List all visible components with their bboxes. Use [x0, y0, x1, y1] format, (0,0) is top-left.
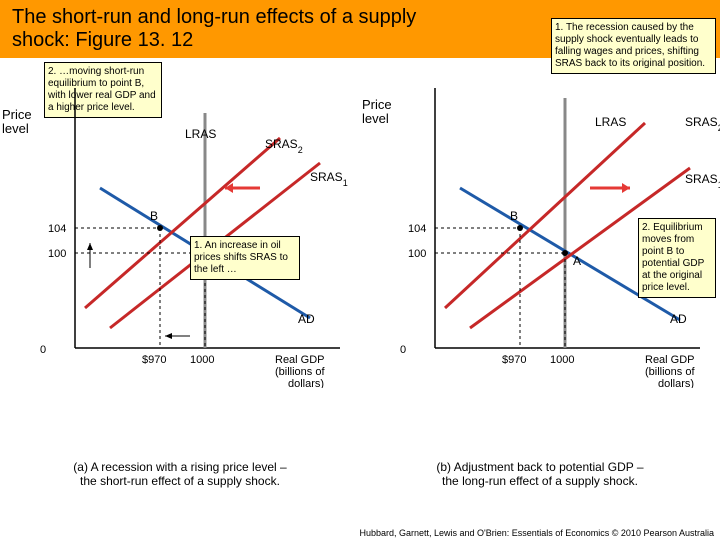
svg-text:1000: 1000	[550, 354, 574, 366]
svg-text:104: 104	[48, 223, 66, 235]
left-point-b: B	[150, 209, 158, 223]
right-caption: (b) Adjustment back to potential GDP – t…	[380, 460, 700, 488]
svg-text:LRAS: LRAS	[185, 127, 216, 141]
svg-text:1000: 1000	[190, 354, 214, 366]
svg-text:0: 0	[40, 344, 46, 356]
svg-text:SRAS2: SRAS2	[265, 137, 303, 155]
svg-text:SRAS1: SRAS1	[685, 172, 720, 190]
svg-text:SRAS2: SRAS2	[685, 115, 720, 133]
svg-text:A: A	[573, 254, 581, 268]
svg-text:AD: AD	[670, 312, 687, 326]
svg-text:$970: $970	[502, 354, 526, 366]
svg-text:Real GDP: Real GDP	[645, 354, 695, 366]
svg-text:AD: AD	[298, 312, 315, 326]
svg-text:100: 100	[408, 248, 426, 260]
left-caption: (a) A recession with a rising price leve…	[20, 460, 340, 488]
svg-text:0: 0	[400, 344, 406, 356]
left-chart: A B 104 100 $970 1000 0 LRAS SRAS2 SRAS1…	[30, 58, 360, 388]
svg-text:SRAS1: SRAS1	[310, 170, 348, 188]
left-note-2: 1. An increase in oil prices shifts SRAS…	[190, 236, 300, 280]
svg-text:dollars): dollars)	[658, 378, 694, 388]
svg-text:LRAS: LRAS	[595, 115, 626, 129]
svg-text:Real GDP: Real GDP	[275, 354, 325, 366]
svg-text:(billions of: (billions of	[645, 366, 695, 378]
svg-text:100: 100	[48, 248, 66, 260]
svg-text:(billions of: (billions of	[275, 366, 325, 378]
panel-left: Price level 2. …moving short-run equilib…	[0, 58, 360, 478]
svg-text:104: 104	[408, 223, 426, 235]
svg-text:B: B	[510, 209, 518, 223]
citation: Hubbard, Garnett, Lewis and O'Brien: Ess…	[359, 528, 714, 538]
panel-right: Price level A B 104 100 $970 1000 0 LRAS…	[360, 58, 720, 478]
right-note-2: 2. Equilibrium moves from point B to pot…	[638, 218, 716, 298]
svg-text:$970: $970	[142, 354, 166, 366]
right-note-1: 1. The recession caused by the supply sh…	[551, 18, 716, 74]
svg-text:dollars): dollars)	[288, 378, 324, 388]
